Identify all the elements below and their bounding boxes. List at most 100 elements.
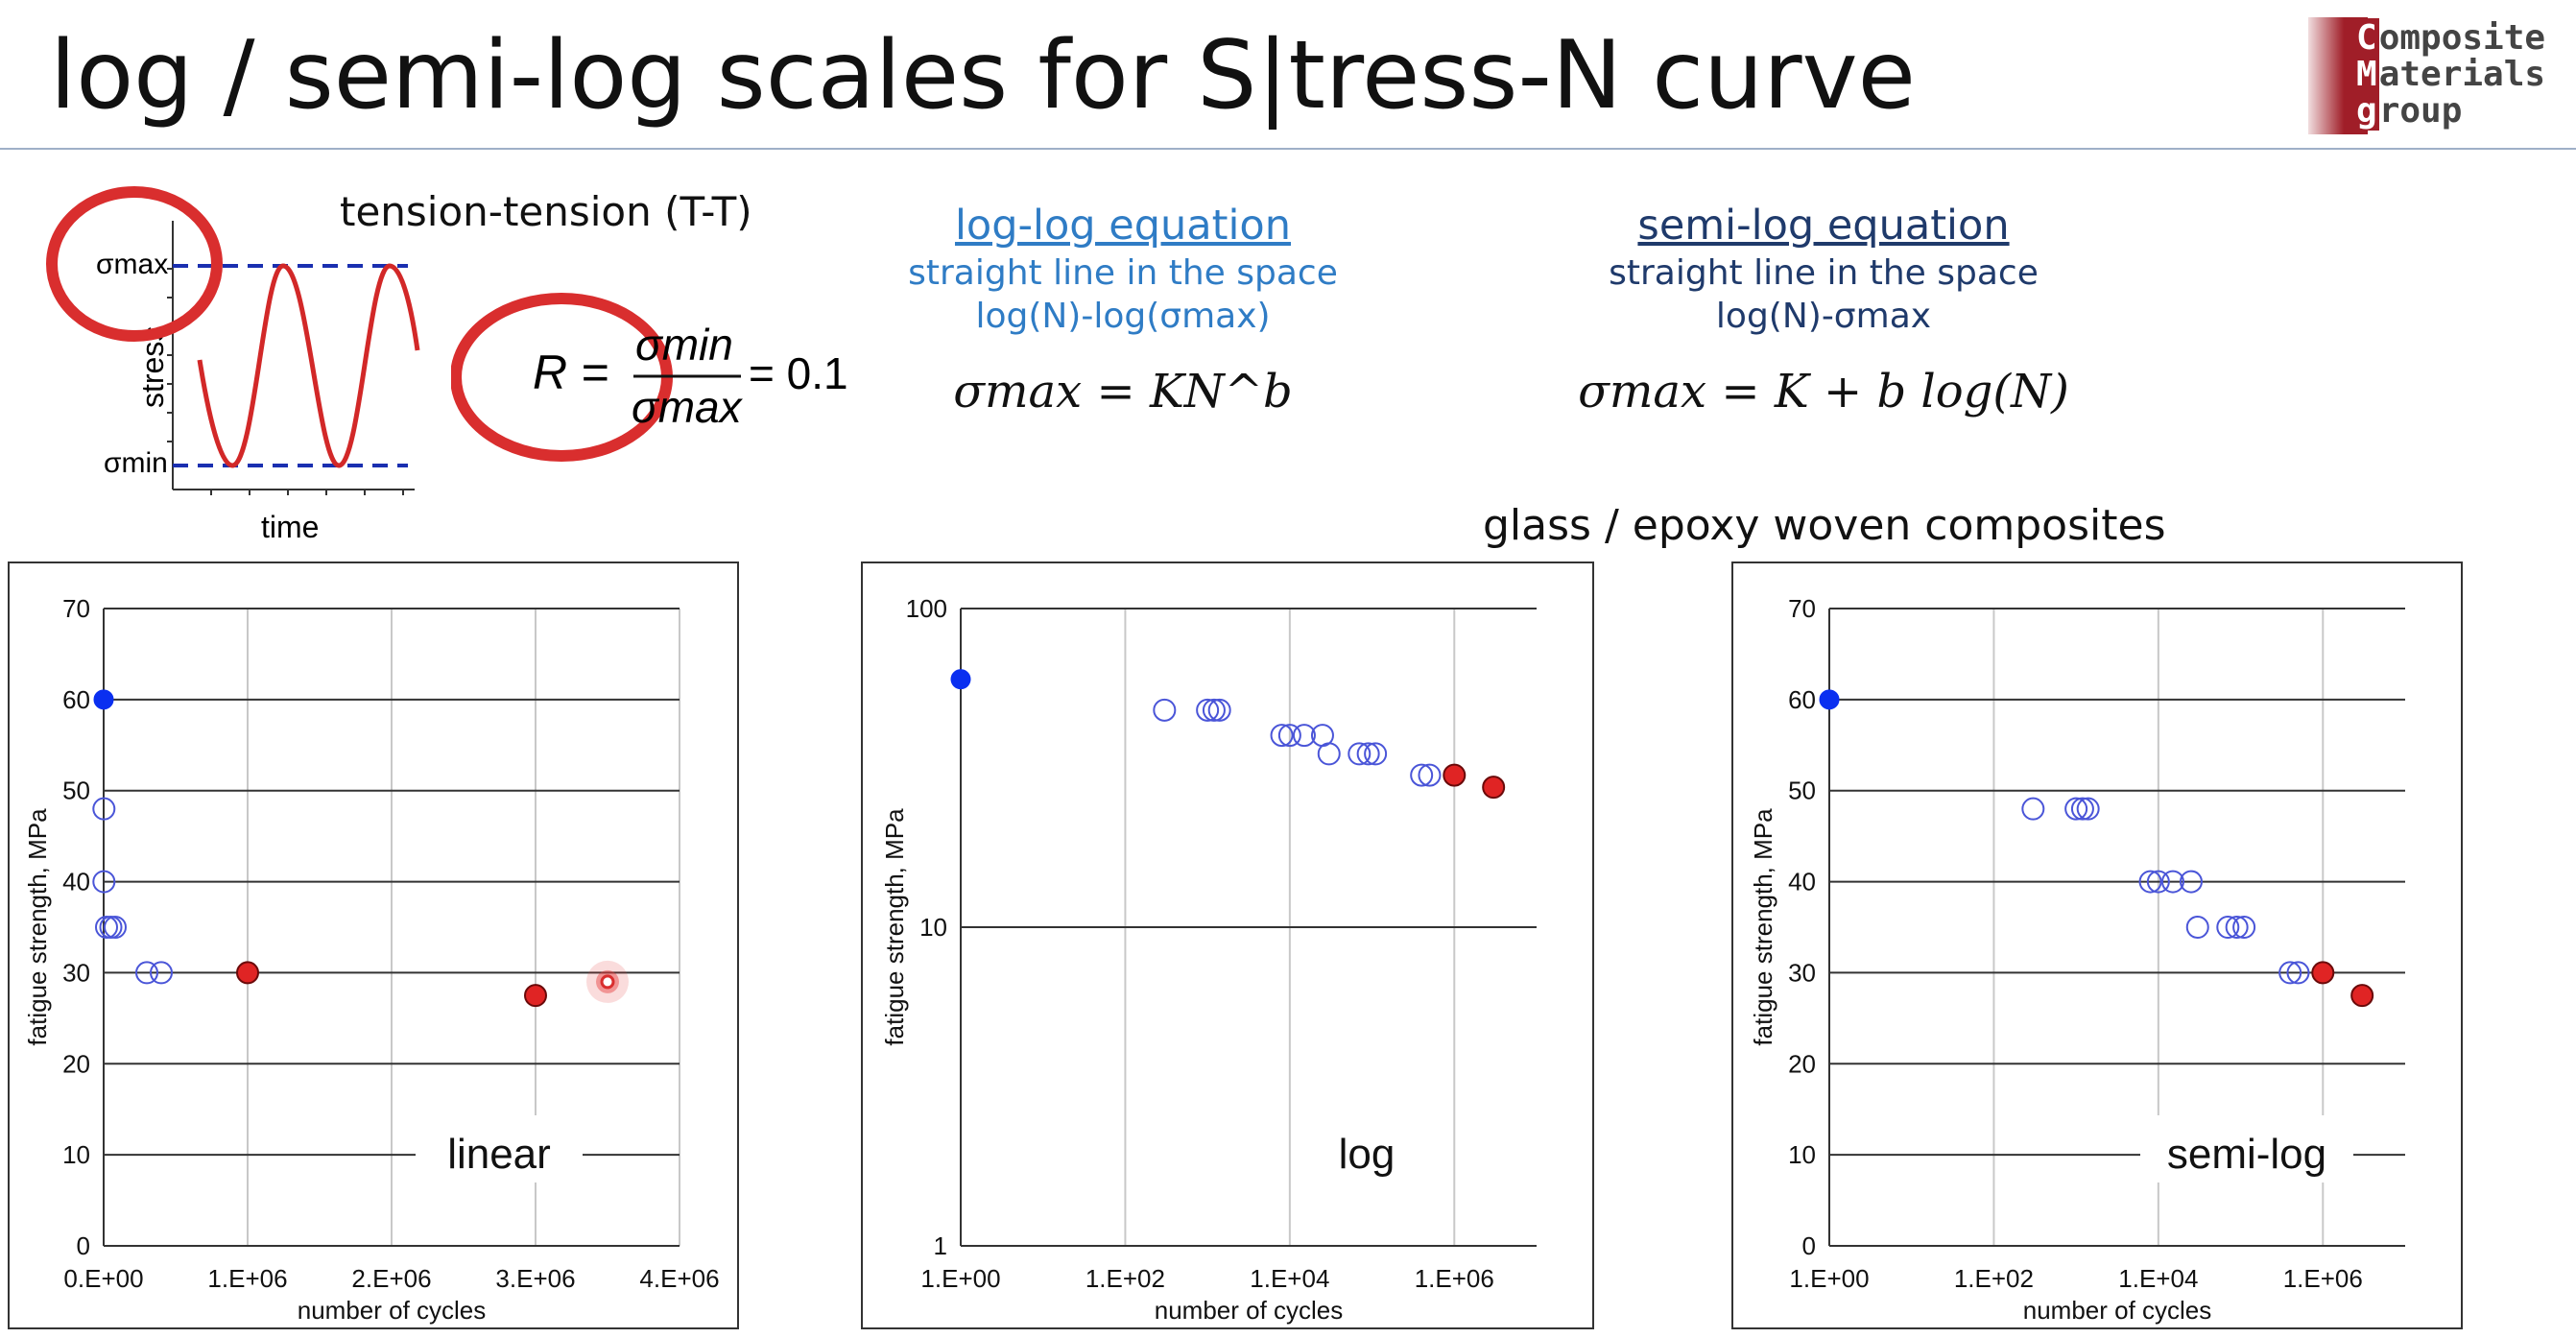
data-point-open: [1292, 724, 1316, 748]
y-tick-label: 30: [62, 958, 90, 987]
r-numerator: σmin: [635, 320, 733, 370]
semilog-line1: straight line in the space: [1609, 253, 2039, 293]
chart-semilog: 0 10 20 30 40 50 60 70 1.E+00 1.E+02 1.E+04 1.E+06 n…: [1749, 594, 2405, 1325]
y-tick-label: 50: [62, 777, 90, 805]
logo-word-3: roup: [2378, 91, 2463, 131]
data-point-open: [2185, 916, 2209, 939]
highlight-circle-sigma-max: [46, 186, 223, 342]
data-point-blue: [93, 689, 114, 710]
data-point-open: [1418, 763, 1442, 787]
chart-log-box: 1 10 100 1.E+00 1.E+02 1.E+04 1.E+06 number of …: [861, 561, 1594, 1329]
data-point-open: [1153, 698, 1177, 722]
chart-linear: 0 10 20 30 40 50 60 70 0.E+00 1.E+06 2.E+06 3.E+06 4…: [23, 594, 720, 1325]
material-label: glass / epoxy woven composites: [1483, 501, 2166, 550]
x-tick-label: 1.E+04: [2118, 1264, 2198, 1293]
chart-linear-box: 0 10 20 30 40 50 60 70 0.E+00 1.E+06 2.E+06 3.E+06 4…: [8, 561, 739, 1329]
chart-log: 1 10 100 1.E+00 1.E+02 1.E+04 1.E+06 number of …: [880, 594, 1537, 1325]
data-point-red: [524, 984, 547, 1008]
data-point-open: [2070, 797, 2094, 821]
data-point-open: [1410, 763, 1434, 787]
chart-semilog-box: 0 10 20 30 40 50 60 70 1.E+00 1.E+02 1.E+04 1.E+06 n…: [1731, 561, 2463, 1329]
title-divider: [0, 148, 2576, 150]
x-tick-label: 1.E+06: [2283, 1264, 2363, 1293]
scale-label: log: [1339, 1131, 1395, 1178]
data-point-open: [1196, 698, 1220, 722]
data-point-blue: [950, 669, 971, 690]
loglog-formula: σmax = KN^b: [953, 365, 1293, 418]
y-axis-title: fatigue strength, MPa: [1749, 808, 1777, 1046]
data-point-open: [2160, 870, 2184, 894]
data-point-red: [2350, 984, 2374, 1008]
logo-cap-g: g: [2354, 91, 2379, 131]
semilog-line2: log(N)-σmax: [1715, 297, 1932, 336]
r-rhs: = 0.1: [749, 348, 848, 398]
y-tick-label: 50: [1788, 777, 1816, 805]
data-point-open: [2278, 961, 2302, 985]
data-point-red: [1482, 776, 1506, 800]
data-point-red: [1443, 763, 1467, 787]
x-tick-label: 3.E+06: [495, 1264, 575, 1293]
y-tick-label: 70: [62, 594, 90, 623]
r-ratio-formula: R = σmin σmax = 0.1: [451, 293, 848, 462]
data-point-open: [2286, 961, 2310, 985]
loglog-line1: straight line in the space: [908, 253, 1338, 293]
stress-wave: [197, 263, 420, 468]
y-axis-title: fatigue strength, MPa: [23, 808, 52, 1046]
data-point-blue: [1819, 689, 1840, 710]
x-tick-label: 0.E+00: [63, 1264, 143, 1293]
y-tick-label: 30: [1788, 958, 1816, 987]
x-tick-label: 1.E+06: [207, 1264, 287, 1293]
x-tick-label: 1.E+02: [1085, 1264, 1165, 1293]
loglog-line2: log(N)-log(σmax): [975, 297, 1271, 336]
scale-label: semi-log: [2167, 1131, 2326, 1178]
logo-line-3: group: [2354, 91, 2463, 131]
sigma-min-label: σmin: [104, 447, 168, 479]
scale-label: linear: [447, 1131, 551, 1178]
x-tick-label: 1.E+04: [1250, 1264, 1329, 1293]
scale-label-bg: [1318, 1115, 1416, 1183]
loading-type-title: tension-tension (T-T): [340, 188, 752, 235]
data-point-open: [1317, 742, 1341, 766]
composite-materials-group-logo: Composite Materials group: [2308, 17, 2563, 134]
data-point-open: [2076, 797, 2100, 821]
data-point-red: [236, 961, 259, 985]
data-point-open: [1202, 698, 1226, 722]
y-tick-label: 40: [1788, 868, 1816, 896]
y-tick-label: 100: [906, 594, 947, 623]
data-point-red: [2311, 961, 2335, 985]
logo-cap-m: M: [2354, 55, 2379, 94]
semilog-title: semi-log equation: [1637, 202, 2010, 250]
scale-label-bg: [416, 1115, 583, 1183]
loglog-equation-block: log-log equation straight line in the sp…: [835, 202, 1411, 418]
y-tick-label: 20: [62, 1049, 90, 1078]
data-point-open: [150, 961, 173, 985]
y-tick-label: 10: [62, 1140, 90, 1169]
logo-cap-c: C: [2354, 18, 2379, 58]
data-point-open: [1348, 742, 1371, 766]
data-point-open: [1356, 742, 1380, 766]
data-point-open: [2021, 797, 2045, 821]
y-tick-label: 60: [62, 685, 90, 714]
x-axis-title: number of cycles: [2023, 1296, 2212, 1325]
logo-word-1: omposite: [2378, 18, 2546, 58]
loglog-title: log-log equation: [954, 202, 1291, 250]
y-tick-label: 70: [1788, 594, 1816, 623]
data-point-open: [2232, 916, 2256, 939]
data-point-open: [135, 961, 158, 985]
y-tick-label: 0: [77, 1231, 90, 1260]
y-tick-label: 10: [1788, 1140, 1816, 1169]
data-point-open: [2146, 870, 2170, 894]
x-tick-label: 1.E+00: [1789, 1264, 1869, 1293]
slide-title: log / semi-log scales for S|tress-N curv…: [50, 21, 1916, 131]
x-tick-label: 1.E+02: [1954, 1264, 2034, 1293]
r-lhs: R =: [533, 346, 608, 399]
y-tick-label: 20: [1788, 1049, 1816, 1078]
logo-line-2: Materials: [2354, 55, 2545, 94]
r-denominator: σmax: [632, 382, 744, 432]
x-tick-label: 4.E+06: [639, 1264, 719, 1293]
scale-label-bg: [2140, 1115, 2353, 1183]
sigma-max-label: σmax: [96, 249, 168, 280]
data-point-open: [92, 870, 116, 894]
y-tick-label: 10: [919, 913, 947, 942]
x-axis-title: number of cycles: [1155, 1296, 1344, 1325]
